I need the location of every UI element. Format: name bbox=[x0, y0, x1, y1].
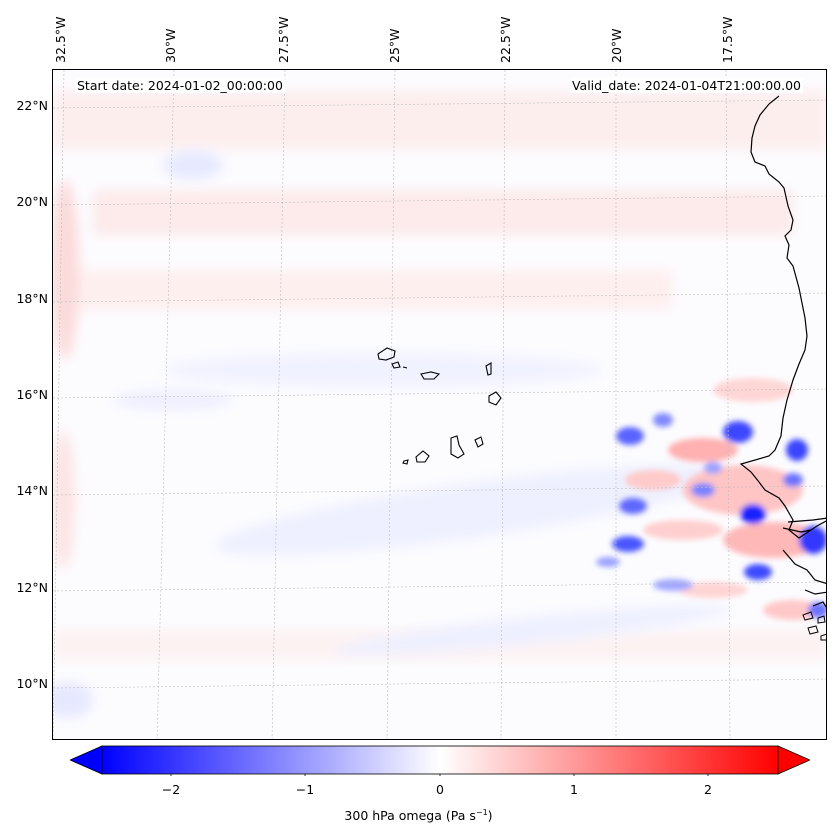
bissagos-islands bbox=[802, 611, 826, 641]
graticule bbox=[53, 70, 826, 739]
colorbar-label: 300 hPa omega (Pa s−1) bbox=[0, 808, 837, 823]
colorbar-tick-0: 0 bbox=[436, 782, 444, 797]
lat-label-18n: 18°N bbox=[16, 291, 48, 306]
colorbar-min-extend bbox=[70, 745, 103, 775]
start-date-label: Start date: 2024-01-02_00:00:00 bbox=[75, 78, 285, 93]
lon-label-30w: 30°W bbox=[163, 28, 178, 63]
colorbar-tick-2: 2 bbox=[704, 782, 712, 797]
lon-label-32-5w: 32.5°W bbox=[53, 16, 68, 63]
omega-colorbar bbox=[70, 745, 810, 776]
colorbar-label-main: 300 hPa omega (Pa s bbox=[344, 808, 476, 823]
colorbar-ticks bbox=[170, 774, 709, 776]
colorbar-tick-minus-2: −2 bbox=[161, 782, 181, 797]
guinea-bissau-coastline bbox=[782, 549, 826, 608]
lon-label-25w: 25°W bbox=[387, 28, 402, 63]
gambia-coastline bbox=[782, 517, 826, 533]
lon-label-27-5w: 27.5°W bbox=[276, 16, 291, 63]
northern-positive-omega-bands bbox=[53, 90, 826, 660]
valid-date-label: Valid_date: 2024-01-04T21:00:00.00 bbox=[569, 78, 803, 93]
lat-label-10n: 10°N bbox=[16, 676, 48, 691]
lat-label-14n: 14°N bbox=[16, 483, 48, 498]
lon-label-22-5w: 22.5°W bbox=[498, 16, 513, 63]
omega-field-map bbox=[53, 70, 826, 739]
colorbar-gradient bbox=[101, 745, 779, 775]
convective-omega-couplets bbox=[596, 378, 826, 620]
colorbar-tick-1: 1 bbox=[570, 782, 578, 797]
lon-label-17-5w: 17.5°W bbox=[720, 16, 735, 63]
lat-label-16n: 16°N bbox=[16, 387, 48, 402]
lon-label-20w: 20°W bbox=[609, 28, 624, 63]
cape-verde-islands bbox=[377, 347, 502, 465]
colorbar-max-extend bbox=[777, 745, 810, 775]
lat-label-20n: 20°N bbox=[16, 194, 48, 209]
central-negative-omega-bands bbox=[53, 151, 732, 718]
colorbar-label-close: ) bbox=[487, 808, 493, 823]
lat-label-12n: 12°N bbox=[16, 580, 48, 595]
lat-label-22n: 22°N bbox=[16, 98, 48, 113]
colorbar-label-exponent: −1 bbox=[475, 807, 488, 817]
colorbar-tick-minus-1: −1 bbox=[295, 782, 315, 797]
west-africa-coastline bbox=[739, 95, 826, 539]
map-panel bbox=[52, 69, 827, 740]
